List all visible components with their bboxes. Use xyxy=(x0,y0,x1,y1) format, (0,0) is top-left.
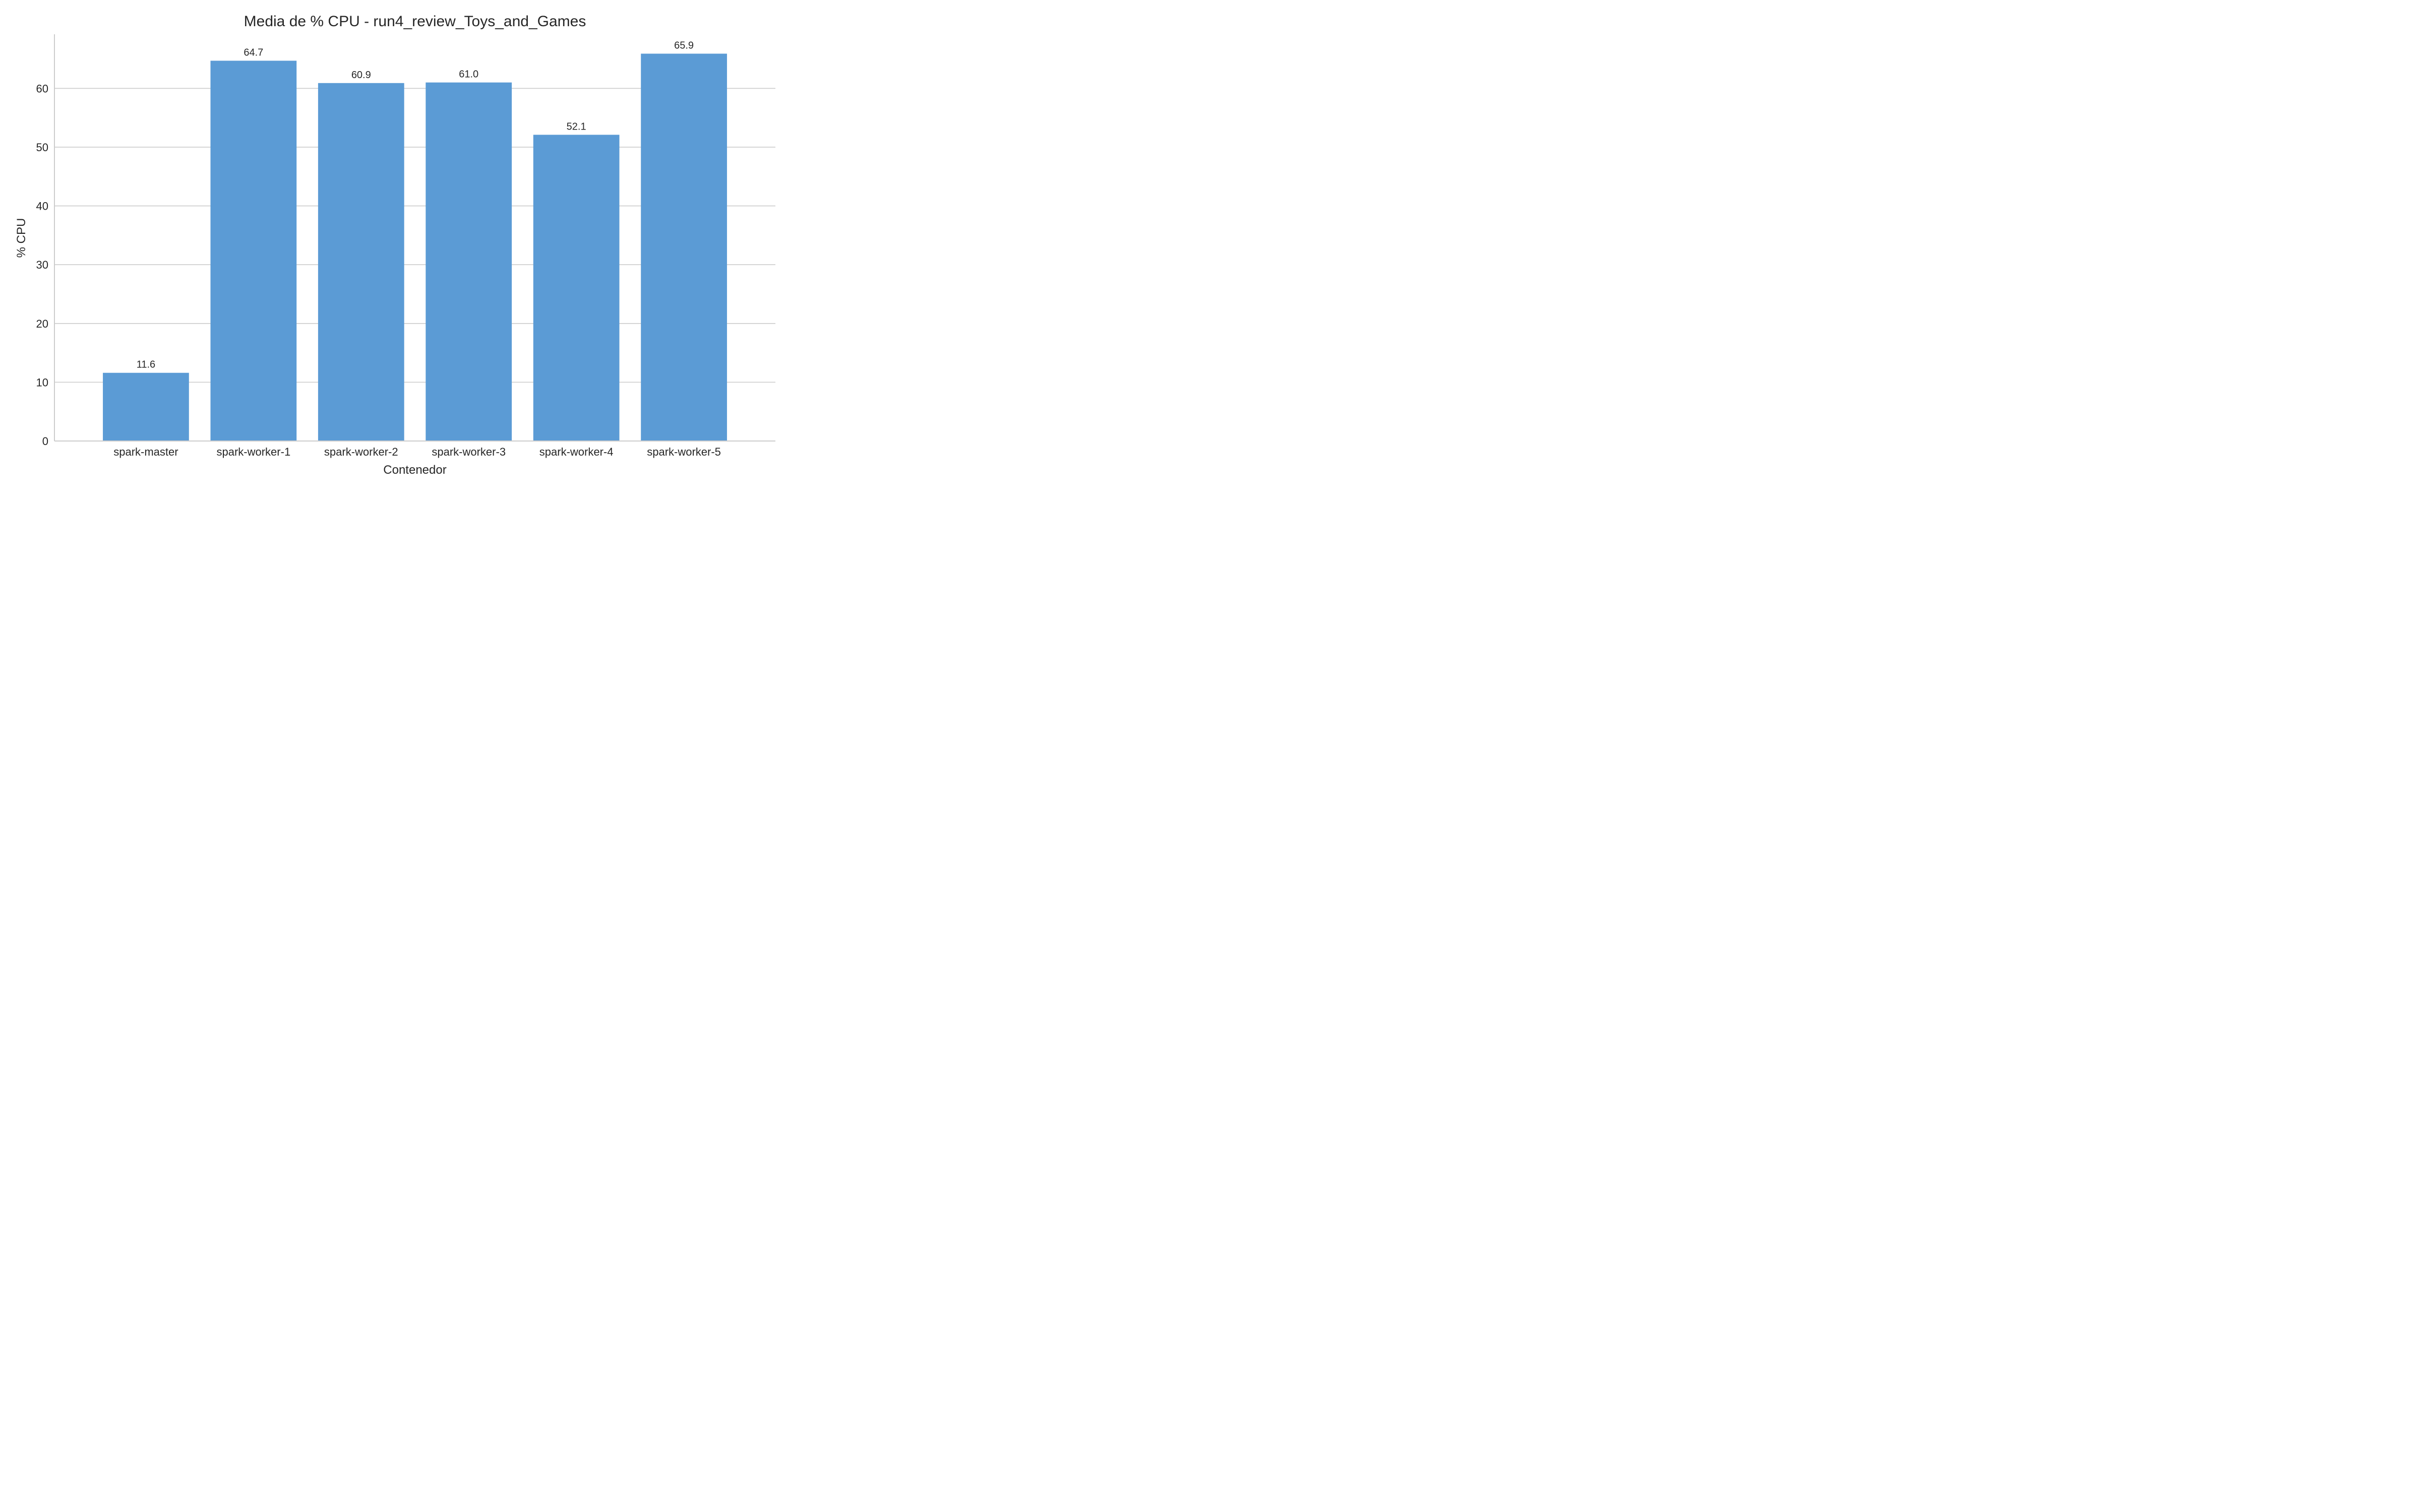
value-label-spark-worker-4: 52.1 xyxy=(567,121,586,132)
bar-spark-master xyxy=(103,372,189,441)
value-label-spark-master: 11.6 xyxy=(137,359,155,370)
bar-spark-worker-2 xyxy=(318,83,404,442)
value-label-spark-worker-1: 64.7 xyxy=(244,47,263,58)
x-tick-label-spark-worker-4: spark-worker-4 xyxy=(539,446,614,458)
x-tick-label-spark-worker-1: spark-worker-1 xyxy=(216,446,290,458)
axes xyxy=(54,34,775,442)
bar-spark-worker-5 xyxy=(641,53,727,441)
x-tick-label-spark-worker-5: spark-worker-5 xyxy=(647,446,721,458)
x-tick-label-spark-worker-2: spark-worker-2 xyxy=(324,446,398,458)
y-tick-label: 60 xyxy=(36,82,48,95)
y-tick-label: 0 xyxy=(42,435,48,448)
bar-chart-svg: 0 10 20 30 40 50 60 spark-master spark-worker-1 s… xyxy=(15,13,775,477)
bar-spark-worker-4 xyxy=(533,135,620,442)
bar-spark-worker-1 xyxy=(210,60,297,441)
tick-labels: 0 10 20 30 40 50 60 spark-master spark-worker-1 s… xyxy=(36,82,721,458)
y-tick-label: 50 xyxy=(36,141,48,154)
value-label-spark-worker-5: 65.9 xyxy=(674,40,694,51)
value-label-spark-worker-2: 60.9 xyxy=(351,70,371,81)
bar-spark-worker-3 xyxy=(426,82,512,441)
value-label-spark-worker-3: 61.0 xyxy=(459,69,478,80)
value-labels: 11.6 64.7 60.9 61.0 52.1 65.9 xyxy=(137,40,694,370)
x-tick-label-spark-master: spark-master xyxy=(113,446,178,458)
y-tick-label: 30 xyxy=(36,259,48,271)
bars xyxy=(103,53,727,442)
y-tick-label: 40 xyxy=(36,200,48,213)
x-tick-label-spark-worker-3: spark-worker-3 xyxy=(432,446,506,458)
chart-title: Media de % CPU - run4_review_Toys_and_Ga… xyxy=(244,13,586,30)
y-tick-label: 20 xyxy=(36,318,48,330)
y-axis-title: % CPU xyxy=(15,218,28,258)
chart: 0 10 20 30 40 50 60 spark-master spark-worker-1 s… xyxy=(0,0,786,491)
y-tick-label: 10 xyxy=(36,376,48,389)
x-axis-title: Contenedor xyxy=(383,463,446,477)
